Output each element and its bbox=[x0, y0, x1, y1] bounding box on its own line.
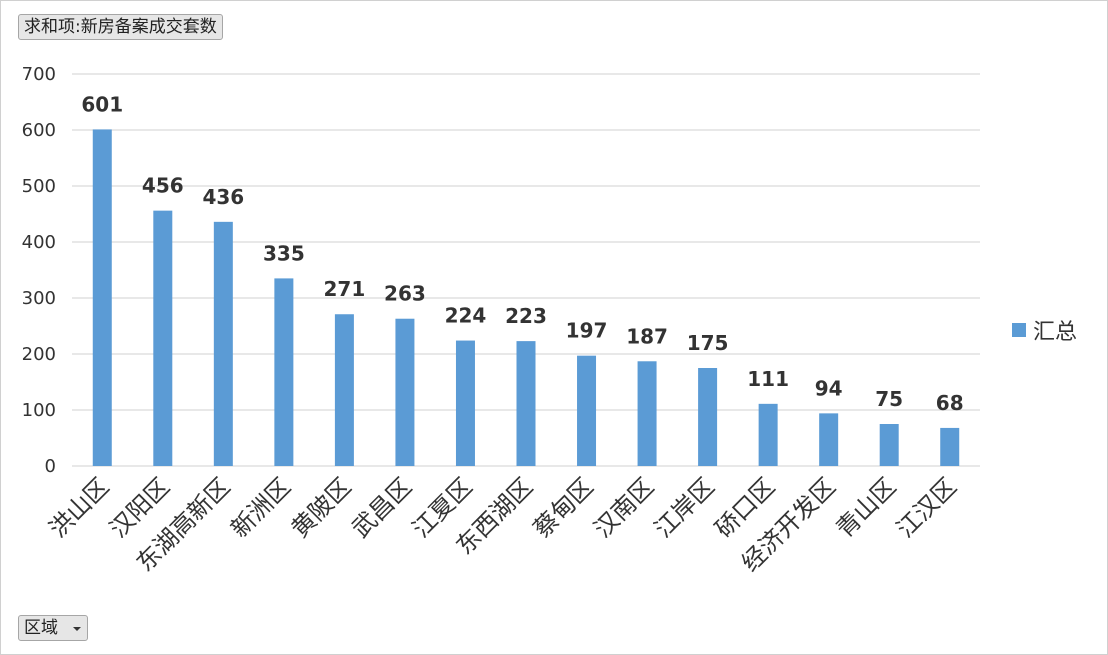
y-tick-label: 600 bbox=[22, 120, 56, 141]
y-tick-label: 400 bbox=[22, 232, 56, 253]
bar[interactable] bbox=[577, 355, 597, 466]
y-tick-label: 700 bbox=[22, 64, 56, 85]
data-label: 223 bbox=[505, 304, 547, 328]
data-label: 75 bbox=[875, 387, 903, 411]
data-label: 335 bbox=[263, 241, 305, 265]
data-label: 456 bbox=[142, 174, 184, 198]
category-label: 新洲区 bbox=[225, 472, 296, 543]
data-label: 224 bbox=[445, 304, 487, 328]
data-label: 187 bbox=[626, 324, 668, 348]
y-tick-label: 100 bbox=[22, 400, 56, 421]
bar[interactable] bbox=[758, 403, 778, 466]
category-label: 汉南区 bbox=[589, 472, 660, 543]
data-label: 436 bbox=[202, 185, 244, 209]
y-tick-label: 300 bbox=[22, 288, 56, 309]
category-label: 洪山区 bbox=[44, 472, 115, 543]
legend-label: 汇总 bbox=[1033, 320, 1078, 345]
category-label: 黄陂区 bbox=[286, 472, 357, 543]
legend-swatch bbox=[1012, 323, 1026, 337]
bar[interactable] bbox=[698, 368, 718, 466]
category-label: 蔡甸区 bbox=[528, 472, 599, 543]
bar[interactable] bbox=[274, 278, 294, 466]
bar[interactable] bbox=[940, 427, 960, 466]
data-label: 263 bbox=[384, 282, 426, 306]
bar[interactable] bbox=[153, 210, 173, 466]
data-label: 601 bbox=[81, 92, 123, 116]
data-label: 197 bbox=[566, 319, 608, 343]
bar[interactable] bbox=[879, 424, 899, 466]
category-label: 武昌区 bbox=[346, 472, 417, 543]
y-tick-label: 0 bbox=[45, 456, 56, 477]
dropdown-arrow-icon[interactable] bbox=[73, 627, 81, 631]
value-field-label: 求和项:新房备案成交套数 bbox=[24, 17, 217, 37]
y-tick-label: 200 bbox=[22, 344, 56, 365]
bar[interactable] bbox=[819, 413, 839, 466]
category-label: 江岸区 bbox=[649, 472, 720, 543]
bar[interactable] bbox=[516, 341, 536, 466]
data-label: 94 bbox=[815, 376, 843, 400]
category-label: 青山区 bbox=[831, 472, 902, 543]
data-label: 271 bbox=[324, 277, 366, 301]
data-label: 68 bbox=[936, 391, 964, 415]
y-tick-label: 500 bbox=[22, 176, 56, 197]
bar[interactable] bbox=[92, 129, 112, 466]
bar[interactable] bbox=[455, 340, 475, 466]
data-label: 175 bbox=[687, 331, 729, 355]
value-field-button[interactable]: 求和项:新房备案成交套数 bbox=[18, 14, 223, 40]
bar[interactable] bbox=[395, 318, 415, 466]
data-label: 111 bbox=[747, 367, 789, 391]
bar[interactable] bbox=[637, 361, 657, 466]
bar[interactable] bbox=[334, 314, 354, 466]
bar[interactable] bbox=[213, 221, 233, 466]
legend: 汇总 bbox=[1012, 314, 1077, 346]
axis-field-label: 区域 bbox=[24, 618, 58, 638]
axis-field-button[interactable]: 区域 bbox=[18, 615, 88, 641]
category-label: 江汉区 bbox=[891, 472, 962, 543]
